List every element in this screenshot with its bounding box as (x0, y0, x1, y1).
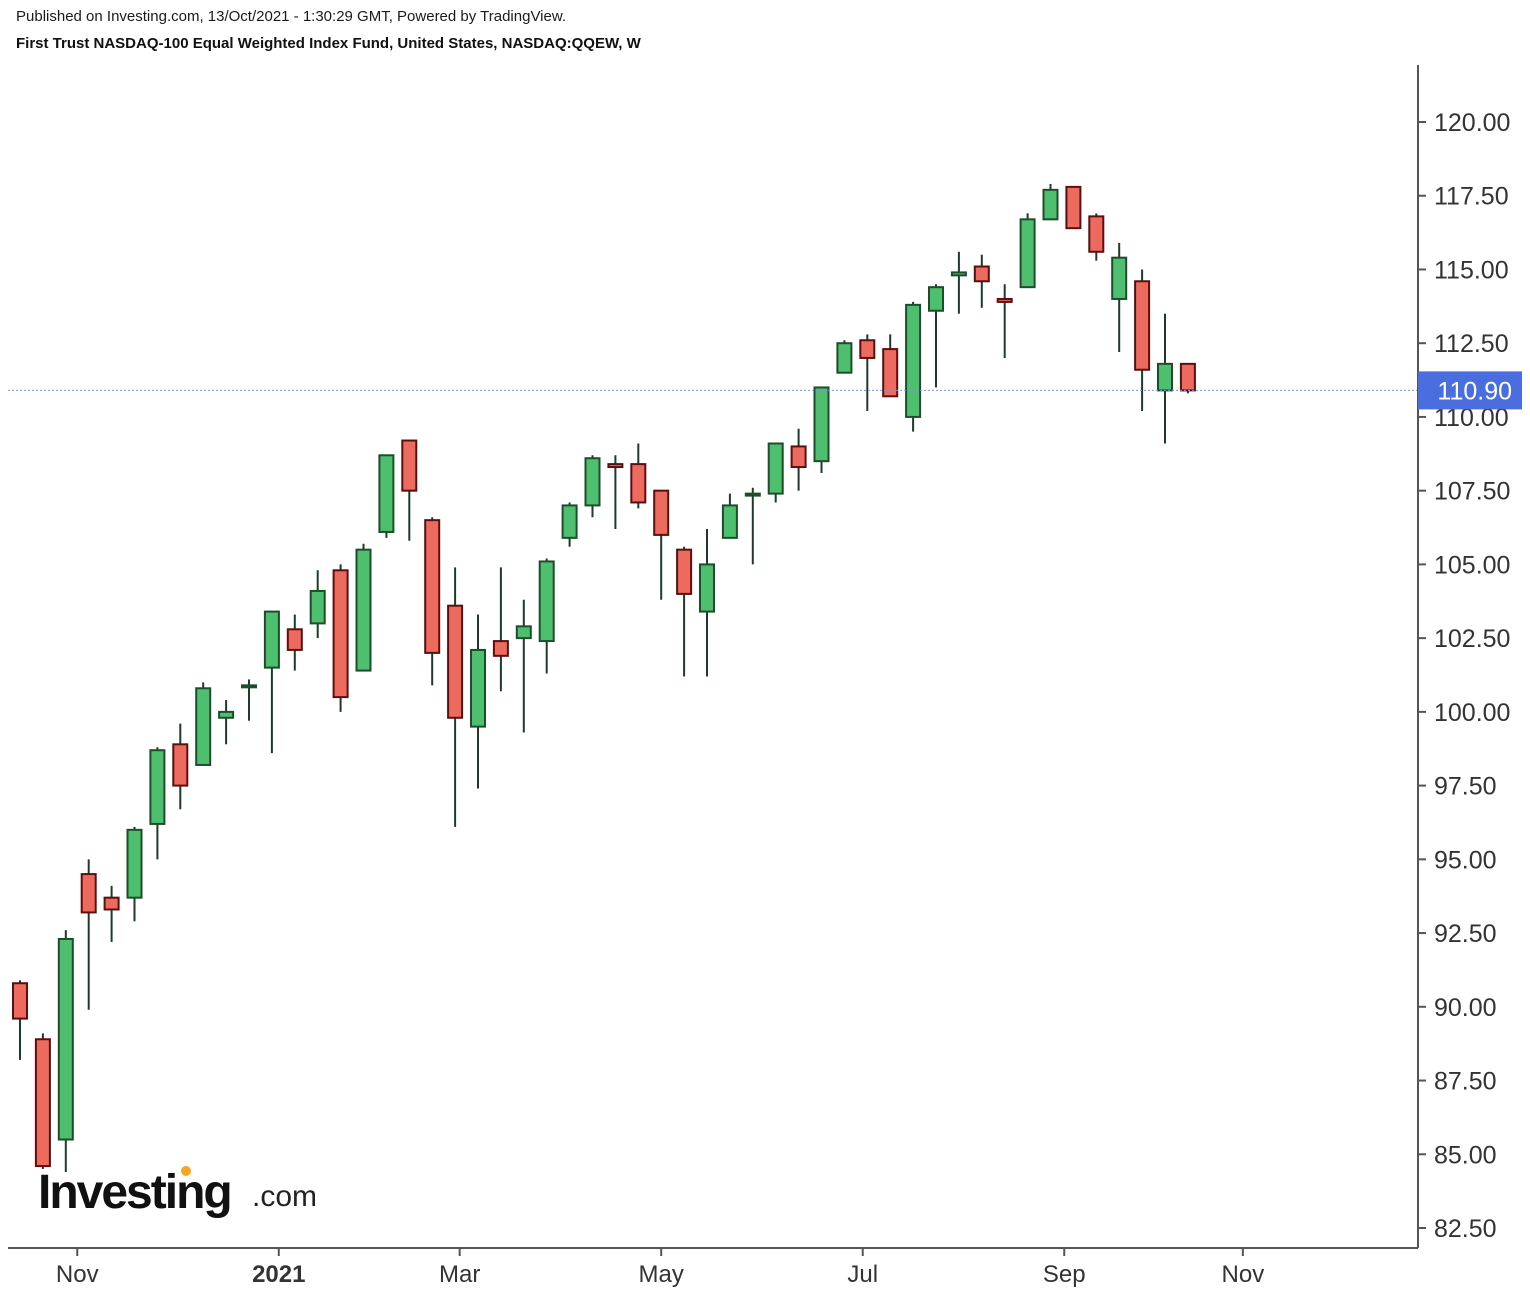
x-tick-label: 2021 (252, 1261, 305, 1288)
candle-down (859, 339, 876, 359)
candle-up (195, 687, 212, 766)
candle-up (561, 504, 578, 539)
y-tick-label: 112.50 (1434, 330, 1509, 358)
y-tick-label: 117.50 (1434, 183, 1509, 211)
candle-down (103, 896, 120, 911)
candle-down (1179, 362, 1196, 392)
candle-down (607, 463, 624, 469)
candle-up (905, 303, 922, 418)
candle-up (57, 937, 74, 1141)
candles-group (12, 183, 1196, 1172)
y-tick-label: 102.50 (1434, 625, 1510, 653)
candle-up (1019, 218, 1036, 289)
y-tick-label: 87.50 (1434, 1068, 1497, 1096)
x-tick-label: May (639, 1261, 684, 1288)
y-tick-label: 82.50 (1434, 1215, 1497, 1243)
y-tick-label: 100.00 (1434, 699, 1510, 727)
y-tick-label: 97.50 (1434, 773, 1497, 801)
candle-up (218, 710, 235, 719)
y-tick-label: 105.00 (1434, 551, 1510, 579)
logo-text: Investing (38, 1166, 231, 1219)
x-tick-label: Jul (847, 1261, 878, 1288)
candle-down (424, 519, 441, 654)
candle-down (790, 445, 807, 469)
candle-up (699, 563, 715, 613)
y-tick-label: 115.00 (1434, 256, 1509, 284)
candle-down (630, 463, 647, 504)
candle-up (515, 625, 532, 640)
candle-down (996, 297, 1013, 303)
candle-up (928, 286, 944, 312)
x-axis: Nov 2021 Mar May Jul Sep Nov (8, 1247, 1418, 1288)
candle-down (492, 640, 509, 657)
last-price-badge (1418, 371, 1522, 410)
logo-dot-icon (181, 1166, 191, 1176)
candle-up (584, 457, 601, 507)
candle-down (1134, 280, 1151, 371)
y-tick-label: 120.00 (1434, 109, 1510, 137)
candle-up (470, 648, 486, 728)
candle-up (1042, 188, 1059, 221)
candle-down (34, 1038, 51, 1168)
candle-down (1065, 185, 1082, 230)
y-tick-label: 92.50 (1434, 920, 1497, 948)
candle-down (1088, 215, 1105, 253)
candle-down (12, 982, 28, 1020)
candle-down (676, 548, 693, 595)
candle-up (767, 442, 784, 495)
x-tick-label: Mar (439, 1261, 480, 1288)
candle-down (882, 348, 899, 398)
candle-down (973, 265, 990, 283)
y-tick-label: 107.50 (1434, 478, 1510, 506)
candle-up (126, 828, 143, 899)
candle-down (80, 873, 97, 914)
instrument-title: First Trust NASDAQ-100 Equal Weighted In… (16, 35, 641, 52)
candle-up (538, 560, 555, 643)
y-tick-label: 95.00 (1434, 846, 1497, 874)
candle-up (263, 610, 280, 669)
candle-up (836, 342, 853, 374)
candle-up (355, 548, 372, 672)
x-tick-label: Nov (56, 1261, 99, 1288)
x-tick-label: Sep (1043, 1261, 1086, 1288)
candle-up (149, 749, 166, 825)
published-note: Published on Investing.com, 13/Oct/2021 … (16, 8, 567, 25)
candle-up (378, 454, 395, 533)
y-axis: 82.50 85.00 87.50 90.00 92.50 95.00 97.50 100.0… (1417, 65, 1510, 1248)
investing-logo: Investing .com (38, 1166, 317, 1219)
logo-suffix: .com (252, 1180, 317, 1213)
candle-down (401, 439, 418, 492)
candle-down (172, 743, 189, 787)
candle-down (653, 489, 670, 536)
candle-up (309, 589, 326, 625)
candle-down (332, 569, 349, 699)
candle-up (1111, 256, 1128, 300)
last-price-label: 110.90 (1437, 377, 1512, 405)
candle-up (1157, 362, 1173, 392)
candle-down (286, 628, 303, 651)
candle-up (744, 492, 761, 497)
candle-down (447, 604, 464, 719)
candle-up (241, 684, 257, 689)
y-tick-label: 90.00 (1434, 994, 1497, 1022)
candle-up (950, 271, 967, 277)
x-tick-label: Nov (1222, 1261, 1265, 1288)
candle-up (813, 386, 830, 463)
y-tick-label: 85.00 (1434, 1141, 1497, 1169)
candle-up (721, 504, 738, 539)
